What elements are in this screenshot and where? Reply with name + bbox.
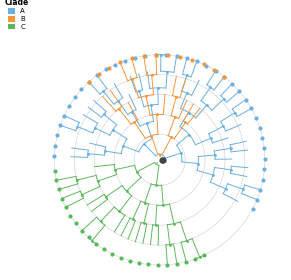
Legend: A, B, C: A, B, C	[4, 0, 30, 31]
